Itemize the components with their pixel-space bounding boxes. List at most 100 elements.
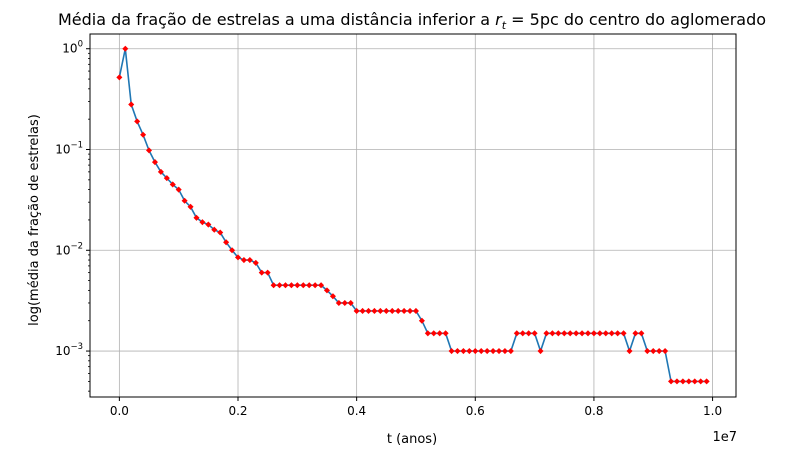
y-tick-label: 100: [62, 40, 83, 56]
data-point: [329, 293, 336, 300]
data-point: [501, 348, 508, 355]
data-point: [258, 269, 265, 276]
data-point: [525, 330, 532, 337]
data-point: [662, 348, 669, 355]
x-tick-label: 1.0: [703, 404, 722, 418]
x-tick-label: 0.6: [466, 404, 485, 418]
data-point: [234, 254, 242, 261]
data-point: [347, 299, 354, 306]
data-point: [128, 101, 135, 108]
x-axis-ticks: 0.0 0.2 0.4 0.6 0.8 1.0: [110, 397, 722, 418]
data-point: [323, 287, 331, 294]
data-point: [656, 348, 663, 355]
data-point: [199, 219, 206, 226]
data-point: [543, 330, 550, 337]
data-point: [691, 378, 698, 385]
data-point: [478, 348, 485, 355]
data-point: [276, 282, 283, 289]
y-tick-label: 10−2: [55, 241, 83, 257]
data-point: [697, 378, 704, 385]
data-point: [460, 348, 467, 355]
data-point: [519, 330, 526, 337]
data-point: [555, 330, 562, 337]
y-tick-exponent: 0: [78, 40, 83, 50]
data-point: [638, 330, 645, 337]
data-point: [466, 348, 473, 355]
y-tick-exponent: −2: [70, 241, 83, 251]
data-point: [205, 221, 212, 228]
data-point: [193, 214, 200, 221]
data-point: [567, 330, 574, 337]
y-tick-exponent: −3: [70, 342, 83, 352]
y-tick-base: 10: [62, 42, 77, 56]
data-point: [187, 203, 194, 210]
data-point: [294, 282, 301, 289]
data-point: [596, 330, 603, 337]
data-point: [472, 348, 479, 355]
data-point: [584, 330, 592, 337]
data-point: [513, 330, 520, 337]
y-tick-base: 10: [55, 243, 70, 257]
data-point: [495, 348, 503, 355]
y-tick-label: 10−1: [55, 141, 83, 157]
data-point: [395, 307, 402, 314]
data-point: [282, 282, 289, 289]
data-point: [383, 307, 390, 314]
axes-frame: [89, 33, 737, 398]
data-point: [561, 330, 568, 337]
chart-title: Média da fração de estrelas a uma distân…: [58, 10, 766, 32]
y-tick-exponent: −1: [70, 141, 83, 151]
data-point: [401, 307, 408, 314]
data-point: [240, 257, 247, 264]
title-tail: pc do centro do aglomerado: [540, 10, 766, 29]
data-point: [418, 317, 425, 324]
data-point: [300, 282, 307, 289]
data-point: [306, 282, 313, 289]
data-point: [507, 348, 514, 355]
data-point: [157, 168, 164, 175]
data-point: [377, 307, 384, 314]
data-point: [175, 186, 182, 193]
data-point: [312, 282, 319, 289]
data-point: [620, 330, 627, 337]
data-point: [650, 348, 657, 355]
data-point: [573, 330, 580, 337]
data-point: [252, 259, 259, 266]
data-point: [490, 348, 497, 355]
x-tick-label: 0.2: [228, 404, 247, 418]
data-point: [371, 307, 378, 314]
data-point: [614, 330, 621, 337]
x-tick-label: 0.4: [347, 404, 366, 418]
y-tick-base: 10: [55, 143, 70, 157]
data-point: [335, 299, 342, 306]
x-tick-label: 0.0: [110, 404, 129, 418]
data-point: [703, 378, 710, 385]
data-point: [365, 307, 372, 314]
y-tick-base: 10: [55, 344, 70, 358]
title-math-sub: t: [502, 19, 507, 32]
data-point: [407, 307, 414, 314]
data-point: [531, 330, 538, 337]
data-point: [217, 229, 224, 236]
data-point: [590, 330, 597, 337]
data-point: [430, 330, 437, 337]
data-point: [644, 348, 651, 355]
data-point: [685, 378, 692, 385]
data-point: [484, 348, 491, 355]
data-point: [673, 378, 681, 385]
data-point: [288, 282, 295, 289]
data-point: [359, 307, 366, 314]
data-point: [608, 330, 615, 337]
data-point: [424, 330, 431, 337]
data-point: [163, 175, 170, 182]
data-point: [602, 330, 609, 337]
data-point: [134, 118, 141, 125]
x-tick-label: 0.8: [584, 404, 603, 418]
data-point: [679, 378, 686, 385]
data-point: [537, 348, 544, 355]
data-point: [140, 131, 147, 138]
data-point: [169, 181, 176, 188]
data-point: [122, 45, 129, 52]
